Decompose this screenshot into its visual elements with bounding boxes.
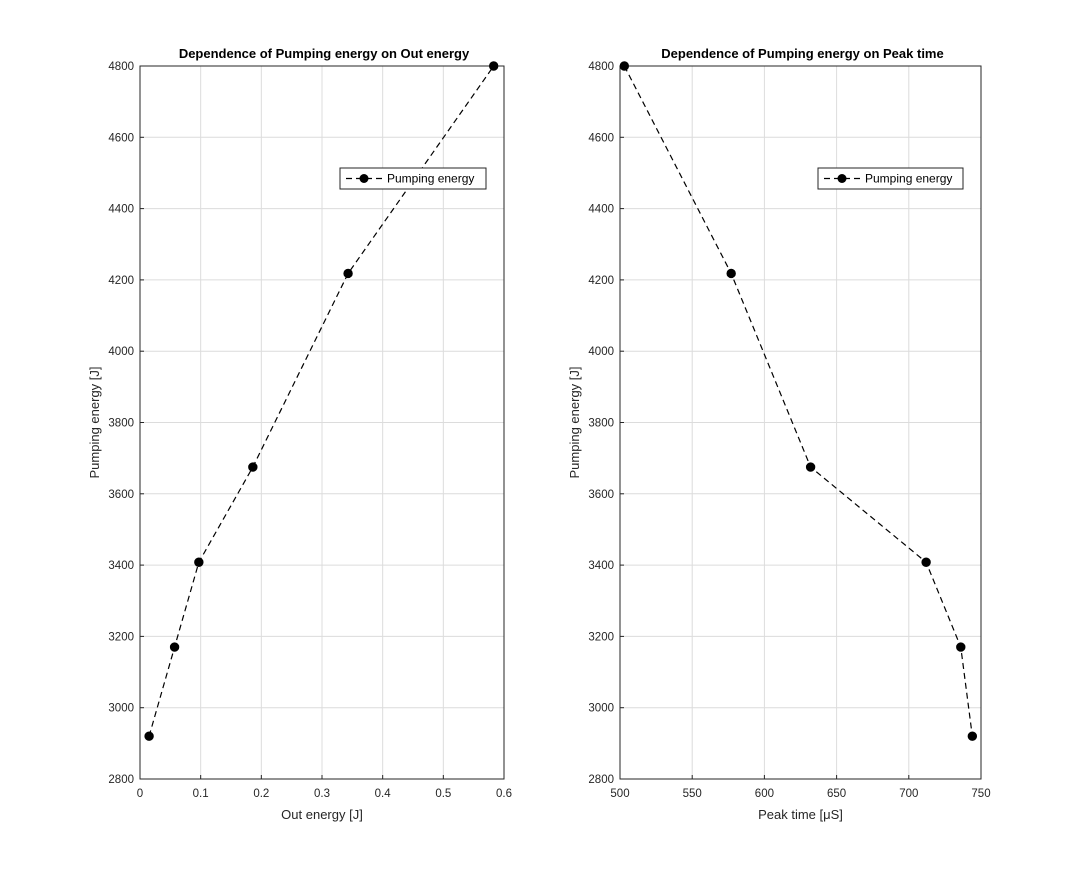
x-tick-label: 750 bbox=[971, 788, 990, 800]
legend-box bbox=[339, 167, 487, 190]
x-tick-label: 0.6 bbox=[496, 788, 512, 800]
legend-entry-pumping-energy: Pumping energy bbox=[387, 172, 474, 186]
data-point bbox=[194, 557, 204, 567]
data-point bbox=[619, 61, 630, 71]
x-axis-label: Peak time [μS] bbox=[758, 807, 843, 822]
y-tick-label: 3600 bbox=[108, 489, 134, 501]
data-point bbox=[144, 731, 154, 741]
y-tick-label: 4400 bbox=[588, 204, 614, 216]
data-point bbox=[921, 557, 931, 567]
data-point bbox=[805, 462, 816, 472]
x-tick-label: 0.1 bbox=[193, 788, 209, 800]
y-tick-label: 3000 bbox=[588, 703, 614, 715]
x-tick-label: 0 bbox=[137, 788, 143, 800]
data-point bbox=[169, 642, 180, 652]
y-tick-label: 2800 bbox=[588, 774, 614, 786]
x-tick-label: 650 bbox=[827, 788, 846, 800]
data-point bbox=[343, 268, 353, 279]
tick-labels: 0 0.1 0.2 0.3 0.4 0.5 0.6 2800 3000 3200 3400 3600 3… bbox=[108, 61, 512, 800]
data-point bbox=[488, 61, 499, 71]
x-tick-label: 500 bbox=[610, 788, 629, 800]
y-tick-label: 4600 bbox=[588, 132, 614, 144]
y-tick-label: 4600 bbox=[108, 132, 134, 144]
x-tick-label: 700 bbox=[899, 788, 918, 800]
legend-box bbox=[817, 167, 964, 190]
y-tick-label: 3600 bbox=[588, 489, 614, 501]
y-tick-label: 3800 bbox=[108, 418, 134, 430]
y-tick-label: 4000 bbox=[588, 346, 614, 358]
y-tick-label: 4200 bbox=[108, 275, 134, 287]
chart-title: Dependence of Pumping energy on Peak tim… bbox=[661, 46, 943, 61]
legend-marker bbox=[359, 174, 369, 183]
legend-entry-pumping-energy: Pumping energy bbox=[865, 172, 952, 186]
y-tick-label: 3400 bbox=[108, 560, 134, 572]
chart-peak-time: 500 550 600 650 700 750 2800 3000 3200 3400 3600 38… bbox=[567, 46, 991, 822]
chart-out-energy: 0 0.1 0.2 0.3 0.4 0.5 0.6 2800 3000 3200 3400 3600 3… bbox=[87, 46, 512, 822]
series-line-pumping-energy bbox=[623, 65, 973, 737]
y-tick-label: 4200 bbox=[588, 275, 614, 287]
series-line-pumping-energy bbox=[148, 65, 495, 737]
series bbox=[144, 61, 499, 741]
y-tick-label: 3000 bbox=[108, 703, 134, 715]
x-tick-label: 0.4 bbox=[375, 788, 392, 800]
y-tick-label: 3200 bbox=[108, 631, 134, 643]
legend: Pumping energy bbox=[339, 167, 487, 190]
y-tick-label: 2800 bbox=[108, 774, 134, 786]
data-point bbox=[248, 462, 258, 472]
y-axis-label: Pumping energy [J] bbox=[567, 366, 582, 478]
data-point bbox=[956, 642, 966, 652]
legend-marker bbox=[837, 174, 847, 183]
series bbox=[619, 61, 978, 741]
x-tick-label: 550 bbox=[683, 788, 702, 800]
y-tick-label: 3200 bbox=[588, 631, 614, 643]
x-axis-label: Out energy [J] bbox=[281, 807, 363, 822]
chart-title: Dependence of Pumping energy on Out ener… bbox=[179, 46, 470, 61]
y-tick-label: 3800 bbox=[588, 418, 614, 430]
legend: Pumping energy bbox=[817, 167, 964, 190]
tick-labels: 500 550 600 650 700 750 2800 3000 3200 3400 3600 38… bbox=[588, 61, 990, 800]
y-tick-label: 3400 bbox=[588, 560, 614, 572]
x-tick-label: 600 bbox=[755, 788, 774, 800]
y-tick-label: 4800 bbox=[588, 61, 614, 73]
y-axis-label: Pumping energy [J] bbox=[87, 366, 102, 478]
data-point bbox=[967, 731, 978, 741]
x-tick-label: 0.5 bbox=[435, 788, 451, 800]
y-tick-label: 4400 bbox=[108, 204, 134, 216]
data-point bbox=[726, 268, 736, 279]
y-tick-label: 4800 bbox=[108, 61, 134, 73]
y-tick-label: 4000 bbox=[108, 346, 134, 358]
x-tick-label: 0.2 bbox=[253, 788, 269, 800]
x-tick-label: 0.3 bbox=[314, 788, 330, 800]
